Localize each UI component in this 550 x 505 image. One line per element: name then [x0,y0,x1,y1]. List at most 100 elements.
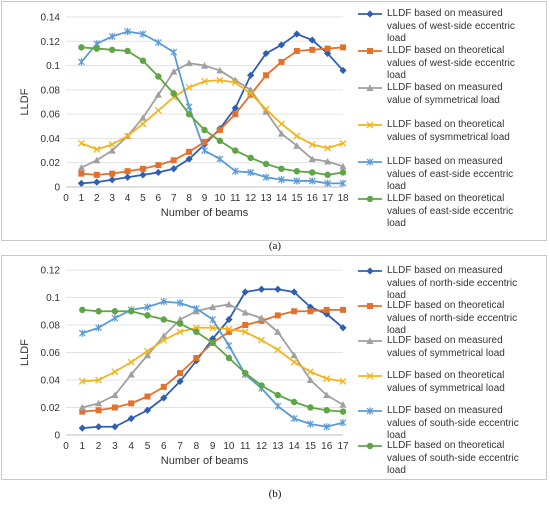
x-tick-label-a: 13 [260,193,272,204]
data-point-b-1 [176,377,184,385]
x-tick-label-b: 13 [272,441,284,452]
x-tick-label-b: 11 [240,441,251,452]
data-point-b-2 [95,407,102,414]
data-point-a-1 [308,36,316,44]
data-point-b-1 [274,285,282,293]
data-point-b-4 [127,358,135,366]
legend-swatch-b-1 [358,267,382,275]
x-tick-label-b: 14 [289,441,301,452]
data-point-a-5 [231,167,239,175]
data-point-b-4 [339,377,347,385]
data-point-a-6 [309,169,316,176]
data-point-a-2 [78,170,85,177]
data-point-b-4 [241,328,249,336]
data-point-a-5 [108,32,116,41]
data-point-b-5 [209,315,217,324]
data-point-a-2 [324,45,331,52]
data-point-b-6 [79,306,86,314]
data-point-b-2 [111,404,118,411]
data-point-a-4 [308,141,316,148]
data-point-a-1 [262,49,270,58]
data-point-b-4 [290,358,298,366]
data-point-b-4 [225,325,233,333]
data-point-a-5 [293,177,301,185]
data-point-b-4 [209,324,217,332]
data-point-b-6 [307,404,314,411]
x-tick-label-a: 7 [171,193,177,204]
data-point-a-6 [78,44,85,51]
data-point-b-4 [258,336,265,344]
data-point-b-4 [306,368,314,376]
data-point-b-3 [225,300,233,308]
data-point-b-6 [95,308,102,315]
x-tick-label-a: 5 [140,193,146,204]
data-point-b-1 [225,315,233,324]
data-point-b-6 [209,339,216,347]
data-point-a-2 [263,72,270,79]
data-point-b-5 [192,304,200,313]
legend-swatch-a-4 [358,121,382,129]
legend-label-a-2: LLDF based on theoretical values of west… [387,45,515,81]
data-point-a-2 [155,162,162,169]
data-point-b-2 [79,408,86,415]
data-point-a-6 [232,147,239,154]
data-point-a-3 [93,156,101,164]
data-point-b-2 [274,312,281,319]
data-point-b-4 [160,336,168,344]
x-tick-label-a: 0 [63,193,69,204]
data-point-a-6 [216,137,224,145]
data-point-a-4 [262,105,270,113]
y-tick-label-a: 0.02 [41,158,61,169]
x-axis-title-a: Number of beams [161,207,249,219]
data-point-b-5 [111,314,119,322]
data-point-b-5 [306,420,314,428]
data-point-a-2 [278,58,285,65]
data-point-b-2 [340,306,346,313]
data-point-a-6 [93,45,100,52]
data-point-b-3 [94,399,103,407]
data-point-b-6 [127,308,135,315]
caption-b: (b) [268,488,282,500]
data-point-a-2 [124,168,131,175]
data-point-a-4 [216,76,224,84]
data-point-b-3 [209,303,217,311]
data-point-a-2 [293,48,300,54]
panel-b-border [1,255,547,480]
data-point-b-2 [128,400,135,407]
legend-label-a-4: LLDF based on theoretical values of sysm… [387,119,510,143]
data-point-a-3 [170,68,178,75]
data-point-b-2 [307,308,314,315]
x-tick-label-a: 18 [337,193,349,204]
data-point-a-5 [308,177,316,185]
x-tick-label-b: 12 [256,441,268,452]
data-point-a-6 [170,90,177,97]
caption-a: (a) [268,240,282,252]
data-point-a-4 [77,139,85,147]
y-tick-label-b: 0 [54,431,60,442]
data-point-a-6 [139,57,147,64]
legend-label-b-1: LLDF based on measured values of north-s… [387,265,518,301]
data-point-b-3 [323,391,331,399]
data-point-a-5 [262,173,270,181]
data-point-a-6 [185,110,193,118]
data-point-a-3 [324,157,332,165]
data-point-b-6 [176,320,184,327]
data-point-a-4 [339,139,347,147]
data-point-b-1 [290,288,298,296]
legend-swatch-b-3 [358,337,382,344]
data-point-a-6 [278,165,285,172]
data-point-a-3 [262,108,270,115]
x-axis-title-b: Number of beams [161,455,249,467]
data-point-b-3 [241,309,249,316]
data-point-b-2 [177,370,184,377]
y-tick-label-a: 0.14 [41,13,61,24]
data-point-b-1 [94,423,103,431]
legend-item-a-4: LLDF based on theoretical values of sysm… [357,119,527,145]
x-tick-label-a: 1 [79,193,85,204]
data-point-a-3 [277,129,286,137]
data-point-b-6 [225,354,233,362]
y-tick-label-a: 0.1 [46,61,60,72]
data-point-a-5 [124,27,131,36]
data-point-a-3 [216,66,224,74]
